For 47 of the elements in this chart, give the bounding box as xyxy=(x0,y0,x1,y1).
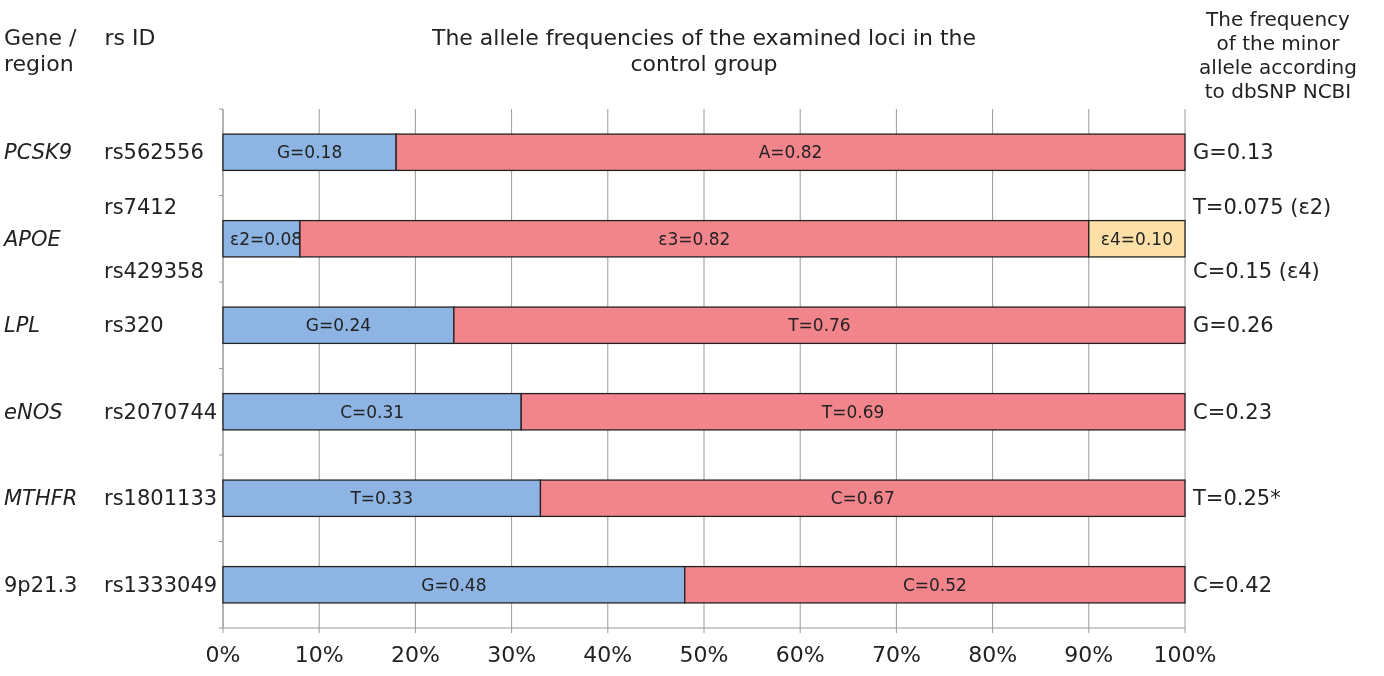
y-tick-label: APOE xyxy=(2,226,62,251)
text: The frequency of the minor allele according to dbSNP NCBI xyxy=(1199,7,1357,103)
x-tick-label: 90% xyxy=(1064,642,1114,667)
data-label: A=0.82 xyxy=(758,142,823,163)
data-label: C=0.67 xyxy=(830,488,895,509)
text: rs2070744 xyxy=(104,399,218,424)
text: rs ID xyxy=(104,25,156,50)
text: rs1801133 xyxy=(104,486,218,511)
text: C=0.42 xyxy=(1193,572,1273,597)
x-tick-label: 60% xyxy=(775,642,825,667)
data-label: C=0.31 xyxy=(340,401,405,422)
y-tick-label: PCSK9 xyxy=(4,140,73,165)
text: C=0.15 (ε4) xyxy=(1193,258,1320,283)
data-label: G=0.18 xyxy=(276,142,343,163)
y-axis-title: Gene / region xyxy=(4,25,78,76)
text: rs7412 xyxy=(104,194,178,219)
x-tick-label: 20% xyxy=(390,642,440,667)
data-label: T=0.69 xyxy=(820,401,885,422)
text: rs1333049 xyxy=(104,572,218,597)
data-label: T=0.76 xyxy=(787,315,851,336)
y-tick-label: LPL xyxy=(4,313,41,338)
chart-title: The allele frequencies of the examined loci in the control group xyxy=(430,25,977,76)
text: T=0.25* xyxy=(1192,486,1281,511)
text: G=0.26 xyxy=(1193,313,1274,338)
data-label: ε4=0.10 xyxy=(1100,228,1173,249)
y-tick-label: MTHFR xyxy=(4,486,78,511)
text: rs320 xyxy=(104,313,164,338)
data-label: G=0.48 xyxy=(421,574,487,595)
x-tick-label: 50% xyxy=(679,642,729,667)
x-tick-label: 80% xyxy=(968,642,1018,667)
x-tick-label: 70% xyxy=(871,642,921,667)
x-tick-label: 0% xyxy=(205,642,241,667)
data-label: ε3=0.82 xyxy=(658,228,731,249)
x-tick-label: 10% xyxy=(294,642,344,667)
text: C=0.23 xyxy=(1193,399,1273,424)
data-label: T=0.33 xyxy=(349,488,413,509)
x-tick-label: 30% xyxy=(487,642,537,667)
data-label: G=0.24 xyxy=(305,315,372,336)
text: rs562556 xyxy=(104,140,204,165)
x-tick-label: 40% xyxy=(583,642,633,667)
text: G=0.13 xyxy=(1193,140,1274,165)
data-label: C=0.52 xyxy=(902,574,967,595)
y-tick-label: eNOS xyxy=(4,399,63,424)
text: rs429358 xyxy=(104,258,204,283)
x-tick-label: 100% xyxy=(1153,642,1217,667)
y-tick-label: 9p21.3 xyxy=(4,572,78,597)
text: T=0.075 (ε2) xyxy=(1192,194,1332,219)
